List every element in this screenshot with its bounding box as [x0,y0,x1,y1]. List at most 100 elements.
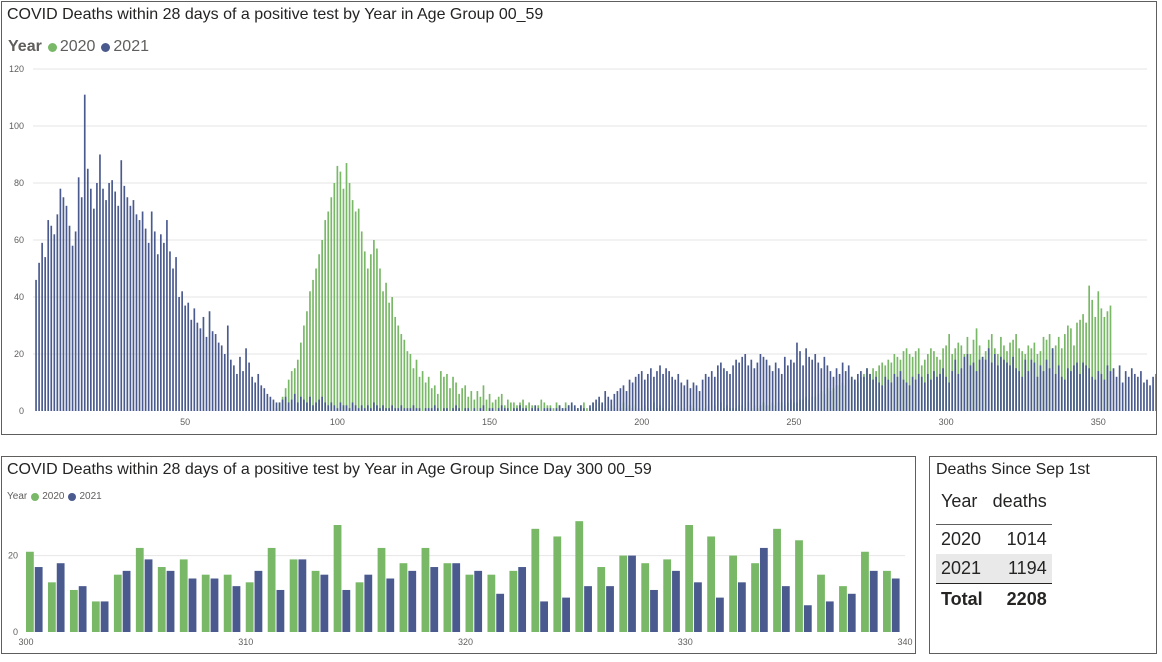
bar-2021 [150,211,153,411]
bar-2021 [166,220,168,411]
bar-2020 [575,521,584,632]
bar-2021 [841,362,844,411]
bar-2020 [399,563,408,632]
bar-2020 [339,171,342,411]
bar-2021 [336,408,339,411]
bar-2021 [1140,371,1142,411]
bar-2021 [911,376,914,411]
bar-2021 [1079,373,1081,411]
column-header-deaths[interactable]: deaths [987,485,1052,525]
bar-2021 [628,555,636,632]
legend-label-2020: 2020 [59,38,96,55]
bar-2020 [377,547,386,632]
bar-2021 [866,368,868,411]
total-label: Total [936,583,988,614]
legend-dot-2021-icon [101,42,111,52]
bar-2021 [99,154,101,411]
bar-2021 [83,94,86,412]
legend-item-2021[interactable]: 2021 [101,38,149,56]
bar-2021 [1133,373,1136,411]
bar-2020 [403,339,406,411]
bar-2021 [333,405,336,411]
bar-2020 [817,574,825,632]
since-day-300-panel: COVID Deaths within 28 days of a positiv… [1,456,916,654]
bar-2020 [312,279,314,411]
bar-2020 [424,382,427,411]
bar-2021 [589,405,591,411]
daily-deaths-legend[interactable]: Year 2020 2021 [8,38,149,56]
since-day-300-legend[interactable]: Year 2020 2021 [7,491,102,502]
bar-2020 [26,551,34,632]
bar-2021 [169,251,171,411]
bar-2020 [1097,291,1100,411]
bar-2021 [723,368,725,411]
bar-2021 [497,408,500,411]
bar-2021 [902,379,905,411]
legend-item-2020[interactable]: 2020 [47,38,96,56]
bar-2021 [117,205,120,411]
bar-2021 [954,359,957,411]
y-tick-label: 0 [13,627,18,637]
bar-2020 [861,551,869,632]
bar-2020 [360,231,363,411]
bar-2020 [287,379,290,411]
bar-2021 [366,405,369,411]
bar-2021 [893,373,896,411]
bar-2021 [832,376,835,411]
bar-2021 [1000,356,1002,411]
bar-2020 [586,408,588,411]
deaths-table: Year deaths 2020 1014 2021 1194 Total 22… [936,485,1052,614]
bar-2020 [440,371,442,411]
table-header-row: Year deaths [936,485,1052,525]
bar-2021 [729,373,731,411]
bar-2021 [606,586,614,632]
bar-2021 [260,385,263,411]
bar-2020 [465,574,474,632]
bar-2020 [391,297,393,411]
bar-2021 [628,379,631,411]
bar-2020 [293,368,296,411]
bar-2021 [452,563,461,632]
bar-2021 [342,589,351,632]
since-day-300-chart: 0 20 300 310 320 330 340 [8,521,913,647]
bar-2021 [320,574,329,632]
column-header-year[interactable]: Year [936,485,988,525]
bar-2021 [884,376,887,411]
bar-2021 [1127,376,1130,411]
bar-2021 [762,356,765,411]
daily-deaths-chart: 0 20 40 60 80 100 120 50 100 150 200 250 300 350 [9,64,1156,427]
bar-2021 [531,408,534,411]
legend-item-2020[interactable]: 2020 [31,491,64,502]
bar-2021 [214,334,217,411]
bar-2021 [726,371,728,411]
bar-2020 [406,351,409,411]
bar-2021 [686,379,689,411]
legend-item-2021[interactable]: 2021 [68,491,102,502]
bar-2020 [479,396,482,411]
x-tick-label: 340 [897,637,912,647]
bar-2020 [348,183,351,411]
bar-2021 [951,371,954,411]
bar-2021 [692,382,695,411]
bar-2021 [796,342,798,411]
bar-2020 [543,402,546,411]
bar-2020 [363,251,366,411]
bar-2021 [318,399,320,411]
bar-2020 [311,570,320,632]
bar-2021 [382,405,384,411]
bar-2021 [908,385,911,411]
bar-2021 [735,359,737,411]
bar-2020 [482,385,485,411]
bar-2020 [476,391,479,411]
bar-2021 [997,365,999,411]
bar-2020 [354,211,357,411]
bar-2021 [232,586,241,632]
bar-2021 [701,379,704,411]
bar-2021 [412,405,415,411]
bar-2021 [759,547,768,632]
bar-2021 [707,376,710,411]
bar-2020 [91,601,100,632]
bar-2021 [1094,379,1097,411]
bar-2021 [744,354,747,411]
bar-2021 [710,371,713,411]
